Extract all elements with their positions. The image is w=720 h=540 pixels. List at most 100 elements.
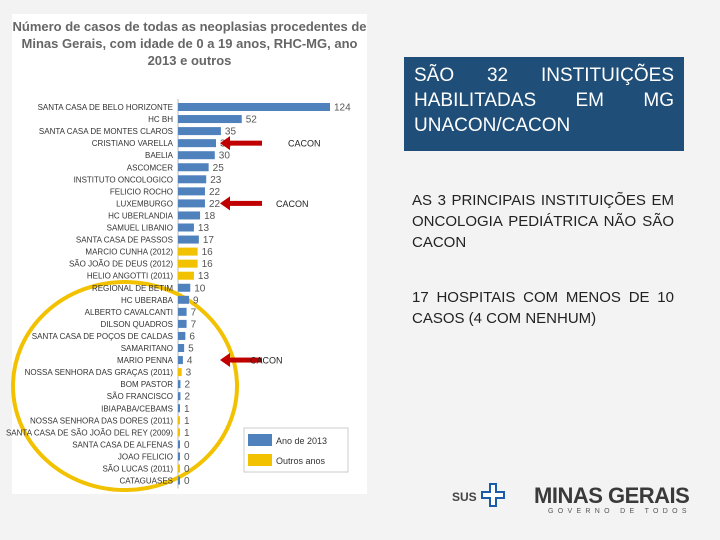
category-label: SANTA CASA DE PASSOS (76, 236, 173, 245)
data-label: 16 (202, 247, 214, 258)
category-label: SAMARITANO (121, 344, 173, 353)
bar (178, 163, 209, 172)
data-label: 17 (203, 235, 215, 246)
data-label: 30 (219, 151, 231, 162)
data-label: 35 (225, 127, 237, 138)
category-label: INSTITUTO ONCOLOGICO (74, 175, 173, 184)
bar (178, 271, 194, 280)
data-label: 1 (184, 404, 190, 415)
category-label: HC UBERLANDIA (108, 211, 174, 220)
bar (178, 404, 180, 413)
legend-label: Outros anos (276, 456, 326, 466)
data-label: 124 (334, 103, 351, 114)
category-label: NOSSA SENHORA DAS GRAÇAS (2011) (25, 368, 174, 377)
bar (178, 392, 181, 401)
category-label: FELICIO ROCHO (110, 187, 173, 196)
annotation-arrow-head (220, 196, 230, 211)
data-label: 0 (184, 440, 190, 451)
bar (178, 151, 215, 160)
minas-gerais-logo-text: MINAS GERAIS (534, 483, 690, 508)
category-label: SANTA CASA DE POÇOS DE CALDAS (32, 332, 173, 341)
bar (178, 115, 242, 124)
category-label: HC BH (148, 115, 173, 124)
annotation-label: CACON (288, 139, 321, 149)
bar (178, 464, 180, 473)
note-small-hospitals: 17 HOSPITAIS COM MENOS DE 10 CASOS (4 CO… (412, 289, 674, 327)
category-label: BOM PASTOR (120, 380, 173, 389)
annotation-arrow-head (220, 353, 230, 368)
data-label: 2 (184, 392, 190, 403)
category-label: SAMUEL LIBANIO (107, 224, 173, 233)
category-label: DILSON QUADROS (101, 320, 173, 329)
category-label: MARIO PENNA (117, 356, 174, 365)
annotation-label: CACON (250, 356, 283, 366)
chart-title: Número de casos de todas as neoplasias p… (12, 19, 367, 68)
category-label: ASCOMCER (127, 163, 173, 172)
bar (178, 452, 180, 461)
bar (178, 368, 182, 377)
data-label: 13 (198, 223, 210, 234)
minas-gerais-tagline: GOVERNO DE TODOS (548, 508, 691, 515)
bar (178, 295, 190, 304)
footer-logos: SUS MINAS GERAIS GOVERNO DE TODOS (450, 478, 700, 524)
data-label: 0 (184, 452, 190, 463)
highlight-circle (11, 280, 239, 492)
category-label: SANTA CASA DE MONTES CLAROS (39, 127, 173, 136)
data-label: 0 (184, 464, 190, 475)
data-label: 3 (186, 368, 192, 379)
data-label: 0 (184, 476, 190, 487)
bar (178, 319, 187, 328)
data-label: 10 (194, 283, 206, 294)
category-label: MARCIO CUNHA (2012) (85, 248, 173, 257)
bar (178, 103, 330, 111)
data-label: 6 (189, 331, 195, 342)
category-label: HC UBERABA (121, 296, 174, 305)
category-label: SANTA CASA DE ALFENAS (72, 440, 173, 449)
info-box: SÃO 32 INSTITUIÇÕES HABILITADAS EM MG UN… (404, 57, 684, 151)
category-label: LUXEMBURGO (116, 199, 173, 208)
bar (178, 175, 207, 184)
data-label: 7 (191, 319, 197, 330)
bar (178, 211, 201, 220)
category-label: SÃO FRANCISCO (107, 392, 173, 401)
bar (178, 187, 205, 196)
category-label: SÃO LUCAS (2011) (102, 465, 173, 474)
data-label: 25 (213, 163, 225, 174)
data-label: 1 (184, 428, 190, 439)
note-pediatric-institutions: AS 3 PRINCIPAIS INSTITUIÇÕES EM ONCOLOGI… (412, 192, 674, 251)
bar (178, 416, 180, 425)
data-label: 5 (188, 344, 194, 355)
data-label: 9 (193, 295, 199, 306)
data-label: 13 (198, 271, 210, 282)
category-label: REGIONAL DE BETIM (92, 284, 173, 293)
data-label: 22 (209, 199, 221, 210)
annotation-label: CACON (276, 199, 309, 209)
bar (178, 139, 216, 148)
data-label: 18 (204, 211, 216, 222)
data-label: 23 (210, 175, 222, 186)
bar (178, 259, 198, 268)
bar (178, 380, 181, 389)
bar (178, 307, 187, 316)
legend-swatch (248, 454, 272, 466)
data-label: 7 (191, 307, 197, 318)
category-label: CRISTIANO VARELLA (92, 139, 174, 148)
bar (178, 331, 186, 340)
annotation-arrow-shaft (228, 357, 262, 363)
bar (178, 283, 191, 292)
annotation-arrow-head (220, 136, 230, 151)
data-label: 16 (202, 259, 214, 270)
category-label: BAELIA (145, 151, 174, 160)
category-label: HELIO ANGOTTI (2011) (87, 272, 173, 281)
data-label: 2 (184, 380, 190, 391)
bar (178, 356, 183, 365)
annotation-arrow-shaft (228, 140, 262, 146)
bar (178, 199, 205, 208)
category-label: ALBERTO CAVALCANTI (85, 308, 173, 317)
category-label: CATAGUASES (120, 477, 174, 486)
data-label: 4 (187, 356, 193, 367)
category-label: SÃO JOÃO DE DEUS (2012) (69, 260, 173, 269)
data-label: 52 (246, 115, 258, 126)
data-label: 1 (184, 416, 190, 427)
